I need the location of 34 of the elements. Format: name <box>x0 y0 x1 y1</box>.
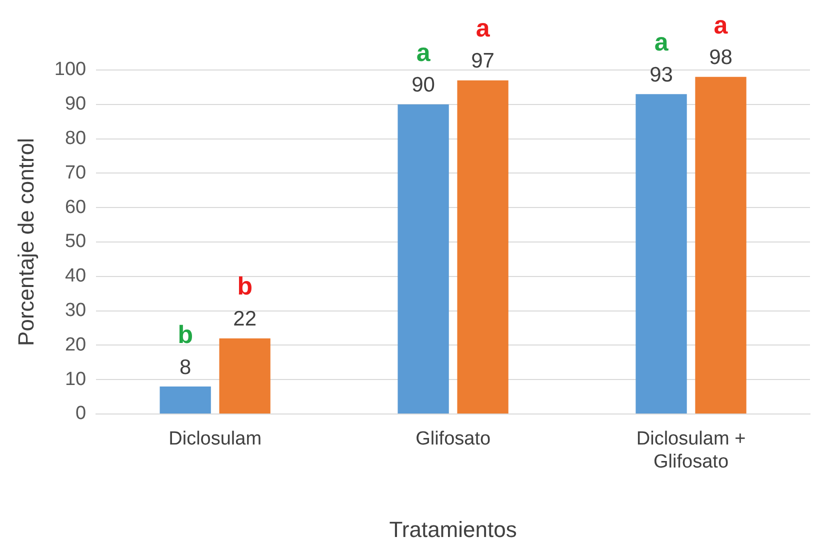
bar <box>160 386 211 414</box>
y-tick-label: 40 <box>64 266 86 287</box>
bar <box>398 104 449 414</box>
y-tick-label: 20 <box>64 334 86 356</box>
x-tick-label: Diclosulam + Glifosato <box>636 428 746 472</box>
y-tick-label: 100 <box>54 59 86 80</box>
y-tick-label: 30 <box>64 300 86 322</box>
y-tick-label: 90 <box>64 94 86 115</box>
y-axis-title: Porcentaje de control <box>13 138 38 346</box>
annotation: b <box>178 320 193 349</box>
y-tick-label: 10 <box>64 368 86 390</box>
data-label: 8 <box>179 356 192 379</box>
text: a <box>416 38 432 67</box>
bar <box>636 94 687 414</box>
y-tick-label: 70 <box>64 162 86 184</box>
bar <box>219 338 270 414</box>
text: a <box>654 28 670 56</box>
x-tick-label: Diclosulam <box>168 428 262 450</box>
bar <box>457 80 508 414</box>
bar <box>695 76 746 414</box>
y-tick-label: 80 <box>64 128 86 150</box>
text: a <box>714 11 729 40</box>
y-tick-label: 60 <box>64 196 86 218</box>
y-tick-label: 50 <box>64 231 86 252</box>
data-label: 98 <box>709 46 732 70</box>
x-tick-label: Glifosato <box>416 428 491 450</box>
y-tick-label: 0 <box>76 403 86 424</box>
data-label: 90 <box>412 74 435 97</box>
text: a <box>476 14 491 43</box>
data-label: 97 <box>471 50 494 73</box>
x-axis-title: Tratamientos <box>389 516 517 542</box>
data-label: 93 <box>650 63 673 86</box>
annotation: b <box>237 272 252 301</box>
data-label: 22 <box>233 308 257 331</box>
